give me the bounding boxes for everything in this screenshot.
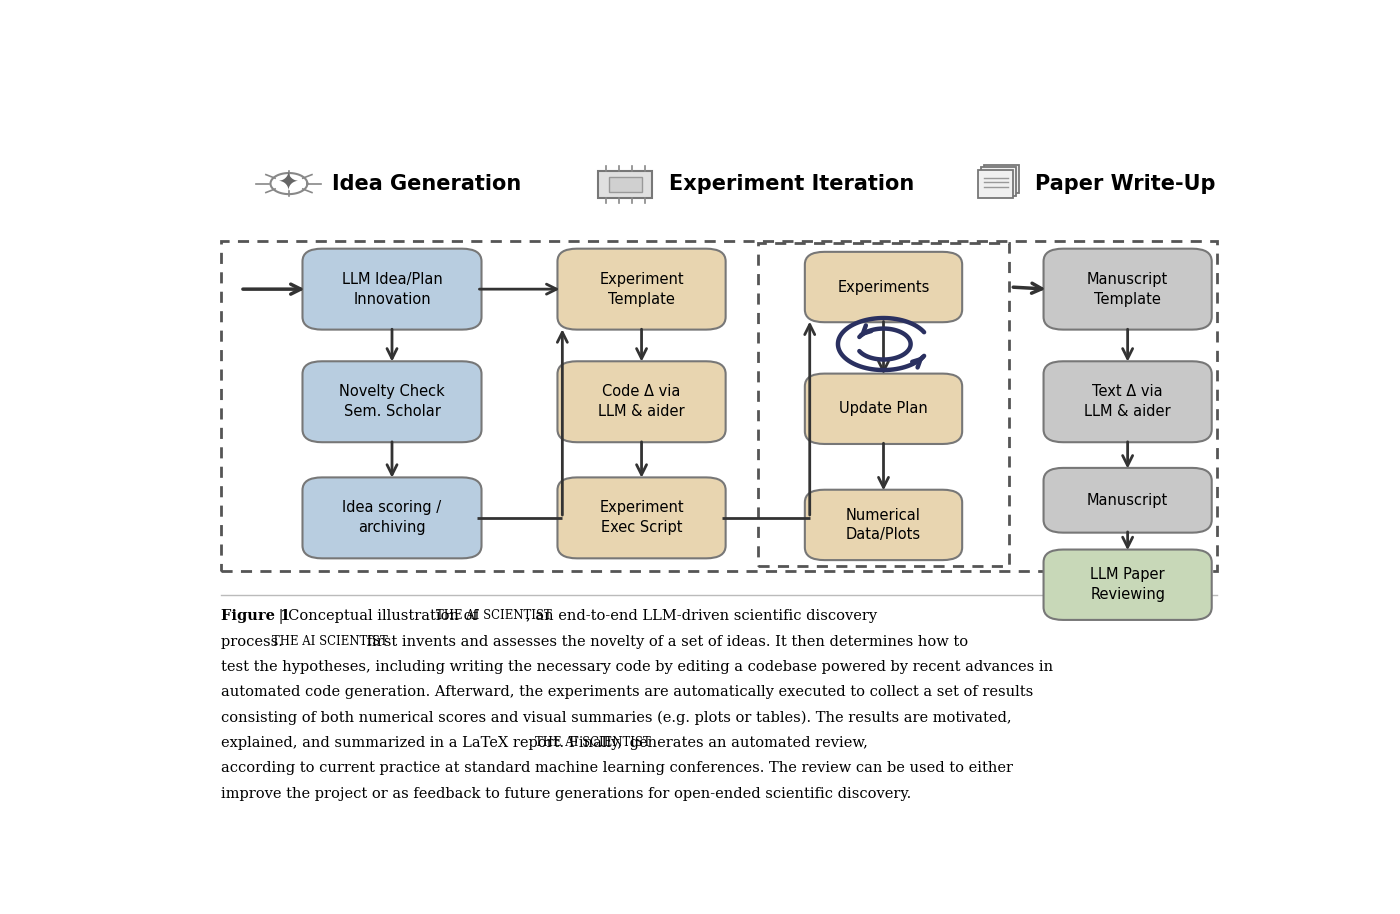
FancyBboxPatch shape	[557, 361, 725, 442]
Text: , an end-to-end LLM-driven scientific discovery: , an end-to-end LLM-driven scientific di…	[525, 610, 876, 623]
Text: THE AI SCIENTIST: THE AI SCIENTIST	[535, 736, 651, 749]
Text: THE AI SCIENTIST: THE AI SCIENTIST	[272, 634, 388, 648]
Text: process.: process.	[221, 634, 287, 649]
Text: generates an automated review,: generates an automated review,	[624, 736, 868, 750]
Text: THE AI SCIENTIST: THE AI SCIENTIST	[435, 610, 552, 622]
FancyBboxPatch shape	[1043, 361, 1212, 442]
Text: Text Δ via
LLM & aider: Text Δ via LLM & aider	[1085, 385, 1170, 420]
Text: Manuscript: Manuscript	[1086, 493, 1168, 508]
Text: test the hypotheses, including writing the necessary code by editing a codebase : test the hypotheses, including writing t…	[221, 660, 1053, 674]
Text: Experiment
Template: Experiment Template	[599, 271, 683, 306]
Text: Numerical
Data/Plots: Numerical Data/Plots	[846, 507, 921, 542]
Text: ✦: ✦	[279, 172, 300, 196]
FancyBboxPatch shape	[977, 169, 1012, 197]
Text: Paper Write-Up: Paper Write-Up	[1036, 174, 1217, 194]
FancyBboxPatch shape	[805, 490, 962, 560]
Text: consisting of both numerical scores and visual summaries (e.g. plots or tables).: consisting of both numerical scores and …	[221, 711, 1011, 725]
Text: automated code generation. Afterward, the experiments are automatically executed: automated code generation. Afterward, th…	[221, 686, 1033, 699]
FancyBboxPatch shape	[984, 165, 1019, 194]
FancyBboxPatch shape	[805, 252, 962, 323]
Text: LLM Paper
Reviewing: LLM Paper Reviewing	[1091, 568, 1165, 602]
FancyBboxPatch shape	[302, 477, 482, 558]
Text: Manuscript
Template: Manuscript Template	[1086, 271, 1168, 306]
Text: Experiment
Exec Script: Experiment Exec Script	[599, 501, 683, 536]
FancyBboxPatch shape	[302, 361, 482, 442]
Text: according to current practice at standard machine learning conferences. The revi: according to current practice at standar…	[221, 761, 1012, 775]
Text: Code Δ via
LLM & aider: Code Δ via LLM & aider	[598, 385, 685, 420]
FancyBboxPatch shape	[302, 249, 482, 330]
Text: first invents and assesses the novelty of a set of ideas. It then determines how: first invents and assesses the novelty o…	[361, 634, 967, 649]
FancyBboxPatch shape	[598, 171, 652, 197]
FancyBboxPatch shape	[609, 176, 641, 192]
FancyBboxPatch shape	[981, 167, 1016, 196]
Text: Novelty Check
Sem. Scholar: Novelty Check Sem. Scholar	[339, 385, 445, 420]
Text: improve the project or as feedback to future generations for open-ended scientif: improve the project or as feedback to fu…	[221, 787, 911, 801]
FancyBboxPatch shape	[1043, 468, 1212, 533]
Text: LLM Idea/Plan
Innovation: LLM Idea/Plan Innovation	[342, 271, 442, 306]
FancyBboxPatch shape	[557, 249, 725, 330]
Text: Update Plan: Update Plan	[839, 401, 928, 416]
FancyBboxPatch shape	[1043, 549, 1212, 620]
FancyBboxPatch shape	[557, 477, 725, 558]
Text: explained, and summarized in a LaTeX report. Finally,: explained, and summarized in a LaTeX rep…	[221, 736, 626, 750]
Text: Idea Generation: Idea Generation	[332, 174, 522, 194]
Text: Figure 1: Figure 1	[221, 610, 290, 623]
Text: Experiment Iteration: Experiment Iteration	[669, 174, 914, 194]
Text: Experiments: Experiments	[837, 280, 930, 294]
Text: Idea scoring /
archiving: Idea scoring / archiving	[343, 501, 441, 536]
FancyBboxPatch shape	[1043, 249, 1212, 330]
Text: | Conceptual illustration of: | Conceptual illustration of	[274, 610, 483, 624]
FancyBboxPatch shape	[805, 374, 962, 444]
